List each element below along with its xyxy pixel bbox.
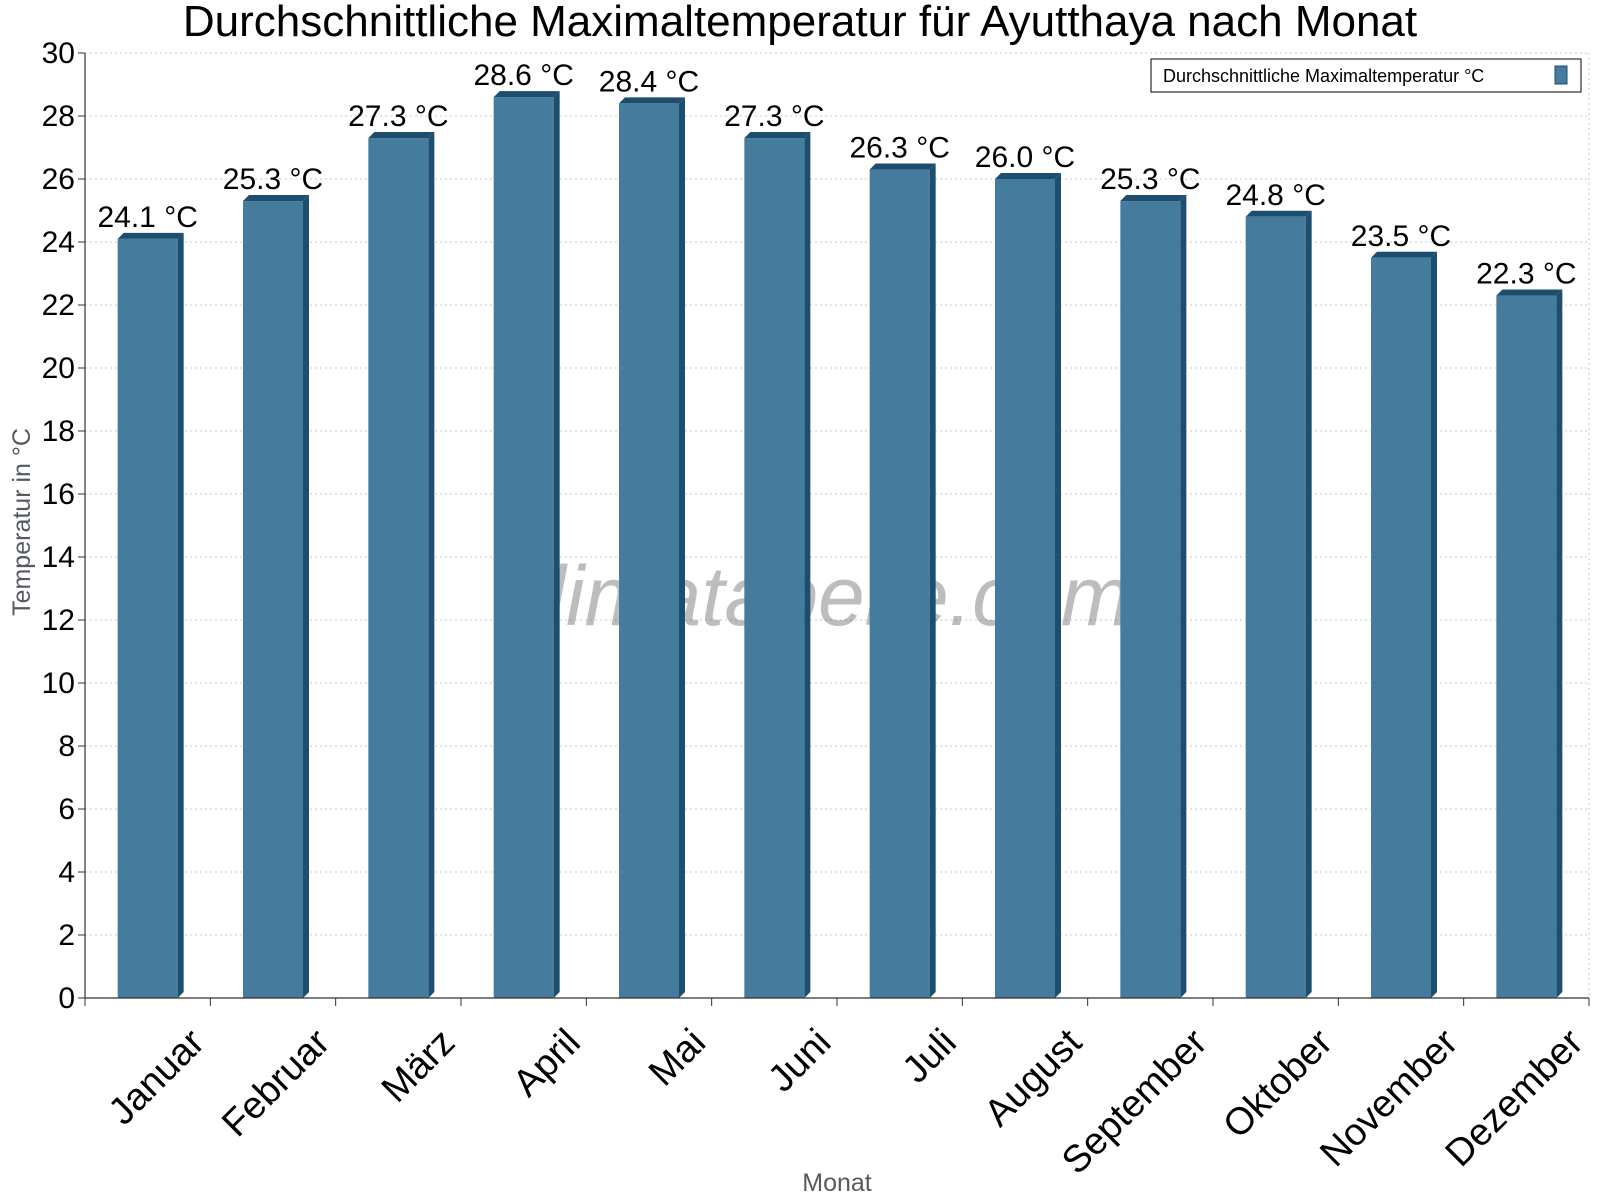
- bar-side: [929, 163, 936, 999]
- bar-märz: [368, 132, 435, 999]
- bar-side: [1305, 210, 1312, 999]
- legend-label: Durchschnittliche Maximaltemperatur °C: [1163, 66, 1484, 86]
- bar-front: [1120, 201, 1181, 999]
- data-label: 23.5 °C: [1351, 220, 1451, 253]
- bar-side: [804, 132, 811, 999]
- legend: Durchschnittliche Maximaltemperatur °C: [1150, 58, 1582, 93]
- legend-box: [1150, 58, 1582, 93]
- x-category-label: März: [374, 1021, 463, 1110]
- bar-februar: [243, 195, 309, 999]
- bar-top: [117, 232, 184, 239]
- y-tick-label: 8: [58, 730, 75, 763]
- y-axis-title: Temperatur in °C: [8, 428, 36, 616]
- data-label: 26.3 °C: [849, 132, 949, 165]
- bar-top: [869, 163, 936, 170]
- bar-front: [1245, 216, 1306, 999]
- bar-front: [869, 169, 930, 999]
- bar-side: [428, 132, 435, 999]
- x-axis-title: Monat: [802, 1169, 872, 1197]
- x-category-label: Dezember: [1438, 1021, 1592, 1175]
- bar-side: [553, 91, 560, 999]
- bar-august: [995, 173, 1061, 998]
- data-label: 22.3 °C: [1476, 258, 1576, 291]
- bar-september: [1120, 195, 1187, 999]
- bar-mai: [619, 97, 685, 998]
- bar-top: [995, 173, 1061, 179]
- y-tick-label: 14: [42, 541, 75, 574]
- bar-top: [493, 91, 560, 98]
- bar-juni: [744, 132, 811, 999]
- bar-dezember: [1496, 289, 1563, 998]
- bar-side: [177, 232, 184, 999]
- data-labels: 24.1 °C 25.3 °C 27.3 °C 28.6 °C 28.4 °C 27.3 …: [97, 59, 1576, 290]
- bar-front: [1371, 257, 1431, 998]
- legend-swatch: [1554, 65, 1568, 85]
- y-tick-label: 6: [58, 793, 75, 826]
- y-tick-label: 4: [58, 856, 75, 889]
- bar-side: [679, 97, 685, 998]
- x-category-label: Juni: [760, 1021, 839, 1100]
- bar-oktober: [1245, 210, 1312, 999]
- bar-front: [243, 201, 303, 999]
- data-label: 24.1 °C: [97, 201, 197, 234]
- y-tick-label: 26: [42, 163, 75, 196]
- bar-top: [1371, 251, 1437, 258]
- y-tick-label: 18: [42, 415, 75, 448]
- y-tick-label: 10: [42, 667, 75, 700]
- bar-front: [1496, 295, 1557, 998]
- data-label: 25.3 °C: [223, 163, 323, 196]
- y-tick-label: 28: [42, 100, 75, 133]
- y-tick-label: 22: [42, 289, 75, 322]
- data-label: 27.3 °C: [724, 100, 824, 133]
- y-tick-label: 12: [42, 604, 75, 637]
- y-tick-label: 2: [58, 919, 75, 952]
- x-category-label: August: [977, 1021, 1091, 1135]
- bar-top: [1245, 210, 1312, 217]
- bar-front: [117, 238, 178, 999]
- x-category-label: Oktober: [1215, 1021, 1341, 1147]
- y-tick-label: 24: [42, 226, 75, 259]
- data-label: 28.6 °C: [473, 59, 573, 92]
- bar-april: [493, 91, 560, 999]
- x-category-label: Januar: [101, 1021, 213, 1133]
- bar-juli: [869, 163, 936, 999]
- chart-title: Durchschnittliche Maximaltemperatur für …: [183, 0, 1417, 46]
- data-label: 27.3 °C: [348, 100, 448, 133]
- bar-top: [368, 132, 435, 139]
- data-label: 24.8 °C: [1225, 179, 1325, 212]
- y-tick-label: 0: [58, 982, 75, 1015]
- bar-top: [243, 195, 309, 202]
- bar-side: [303, 195, 309, 999]
- data-label: 26.0 °C: [975, 141, 1075, 174]
- data-label: 28.4 °C: [599, 65, 699, 98]
- gridlines: [85, 52, 1590, 998]
- bar-front: [493, 97, 554, 999]
- bar-januar: [117, 232, 184, 999]
- bar-side: [1055, 173, 1061, 998]
- bar-front: [368, 138, 429, 999]
- y-tick-label: 16: [42, 478, 75, 511]
- y-tick-label: 30: [42, 37, 75, 70]
- bar-top: [744, 132, 811, 139]
- bar-front: [995, 179, 1055, 998]
- bar-front: [619, 103, 679, 998]
- bar-top: [1496, 289, 1563, 296]
- x-category-label: Februar: [214, 1021, 338, 1145]
- bar-side: [1180, 195, 1187, 999]
- bar-side: [1556, 289, 1563, 998]
- y-tick-label: 20: [42, 352, 75, 385]
- bar-top: [1120, 195, 1187, 202]
- bar-front: [744, 138, 805, 999]
- bars: [117, 91, 1563, 999]
- x-category-label: April: [505, 1021, 588, 1104]
- x-category-label: Juli: [895, 1021, 965, 1091]
- bar-top: [619, 97, 685, 104]
- data-label: 25.3 °C: [1100, 163, 1200, 196]
- bar-side: [1431, 251, 1437, 998]
- x-category-label: Mai: [641, 1021, 714, 1094]
- bar-november: [1371, 251, 1437, 998]
